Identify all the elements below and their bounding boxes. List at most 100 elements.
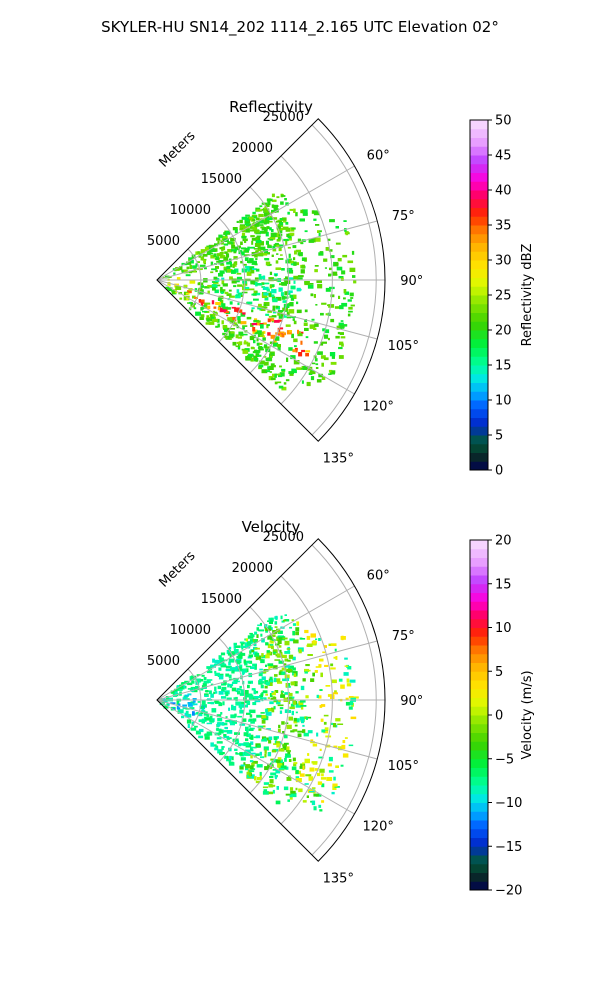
echo-cell (294, 684, 298, 687)
colorbar-segment (470, 461, 488, 471)
echo-cell (200, 256, 205, 261)
echo-cell (321, 800, 325, 803)
echo-cell (284, 619, 290, 622)
echo-cell (270, 772, 277, 776)
echo-cell (311, 210, 315, 214)
echo-cell (297, 329, 300, 334)
echo-cell (239, 219, 243, 224)
echo-cell (170, 702, 176, 705)
echo-cell (269, 640, 272, 643)
echo-cell (239, 641, 244, 644)
echo-cell (233, 642, 237, 646)
echo-cell (234, 228, 238, 234)
echo-cell (279, 327, 284, 330)
echo-cell (276, 786, 279, 790)
echo-cell (226, 269, 233, 273)
echo-cell (302, 765, 305, 770)
echo-cell (231, 720, 237, 724)
echo-cell (262, 286, 269, 290)
echo-cell (195, 712, 198, 715)
echo-cell (257, 333, 263, 337)
echo-cell (235, 690, 239, 693)
echo-cell (228, 336, 234, 339)
echo-cell (193, 307, 197, 310)
echo-cell (283, 332, 286, 336)
echo-cell (225, 720, 230, 723)
echo-cell (263, 345, 267, 348)
echo-cell (317, 230, 320, 233)
echo-cell (240, 764, 245, 767)
echo-cell (229, 333, 235, 337)
echo-cell (186, 719, 192, 724)
echo-cell (245, 219, 249, 222)
echo-cell (233, 261, 237, 264)
echo-cell (252, 293, 257, 296)
echo-cell (331, 355, 335, 359)
echo-cell (229, 755, 232, 760)
echo-cell (237, 316, 241, 320)
echo-cell (305, 695, 309, 699)
echo-cell (187, 682, 193, 686)
echo-cell (252, 268, 257, 270)
echo-cell (241, 291, 248, 294)
echo-cell (215, 269, 218, 273)
colorbar-segment (470, 706, 488, 716)
echo-cell (211, 281, 218, 283)
echo-cell (252, 760, 258, 764)
echo-cell (343, 289, 347, 294)
echo-cell (267, 663, 274, 667)
colorbar-tick-label: 35 (495, 219, 512, 234)
echo-cell (230, 316, 237, 322)
echo-cell (301, 719, 305, 724)
echo-cell (204, 286, 210, 289)
echo-cell (179, 689, 183, 691)
echo-cell (282, 678, 287, 682)
echo-cell (285, 276, 288, 280)
echo-cell (274, 242, 279, 245)
echo-cell (202, 687, 207, 689)
echo-cell (208, 690, 212, 695)
echo-cell (293, 762, 298, 765)
echo-cell (254, 224, 259, 227)
echo-cell (261, 715, 267, 719)
azimuth-tick-label: 90° (400, 694, 423, 709)
echo-cell (278, 637, 283, 640)
echo-cell (327, 763, 332, 767)
echo-cell (194, 725, 198, 728)
azimuth-gridline (156, 220, 378, 281)
echo-cell (314, 323, 319, 327)
echo-cell (213, 691, 216, 695)
echo-cell (284, 651, 291, 654)
echo-cell (278, 724, 281, 728)
echo-cell (231, 306, 236, 309)
echo-cell (315, 237, 321, 242)
colorbar-tick-label: 0 (495, 464, 503, 479)
echo-cell (335, 656, 338, 660)
echo-cell (231, 245, 236, 249)
echo-cell (293, 320, 297, 325)
echo-cell (289, 638, 295, 642)
echo-cell (218, 729, 224, 734)
echo-cell (293, 257, 296, 261)
echo-cell (225, 691, 229, 697)
echo-cell (195, 263, 198, 267)
echo-cell (269, 236, 276, 240)
echo-cell (300, 685, 305, 691)
echo-cell (217, 722, 222, 725)
echo-cell (275, 643, 280, 646)
echo-cell (216, 260, 219, 263)
echo-cell (276, 239, 281, 242)
echo-cell (286, 648, 291, 650)
colorbar-segment (470, 233, 488, 243)
echo-cell (249, 229, 256, 232)
echo-cell (226, 262, 232, 265)
echo-cell (300, 340, 303, 345)
echo-cell (243, 282, 248, 286)
echo-cell (210, 664, 216, 668)
echo-cell (233, 250, 237, 254)
echo-cell (328, 249, 333, 252)
echo-cell (334, 306, 340, 309)
echo-cell (271, 254, 274, 257)
echo-cell (279, 283, 283, 286)
echo-cell (292, 673, 295, 675)
